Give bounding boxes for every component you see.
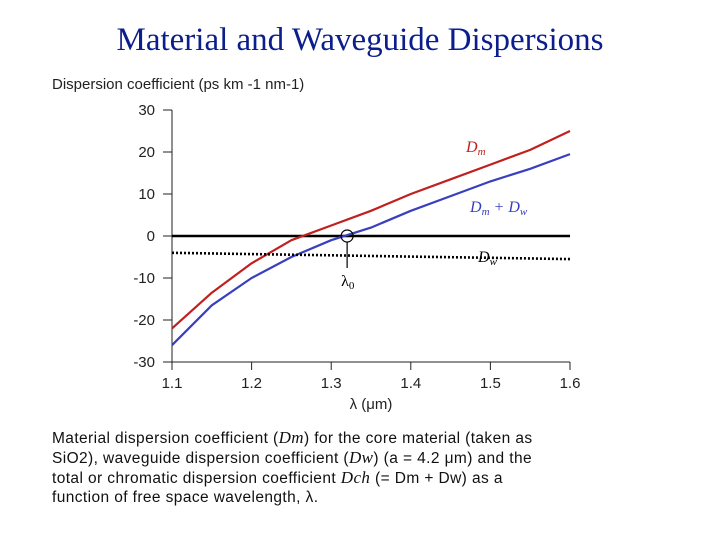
y-tick-label: 20 bbox=[138, 144, 155, 161]
caption-line-4: function of free space wavelength, λ. bbox=[52, 489, 319, 506]
x-tick-label: 1.4 bbox=[400, 375, 421, 392]
y-tick-label: 10 bbox=[138, 186, 155, 203]
series-label-dm: Dm bbox=[465, 139, 486, 158]
caption-line-2: SiO2), waveguide dispersion coefficient … bbox=[52, 448, 532, 467]
series-label-dw: Dw bbox=[477, 249, 498, 268]
x-tick-label: 1.6 bbox=[560, 375, 581, 392]
lambda0-label: λ0 bbox=[341, 273, 355, 292]
x-tick-label: 1.5 bbox=[480, 375, 501, 392]
x-tick-label: 1.2 bbox=[241, 375, 262, 392]
y-tick-label: -10 bbox=[133, 270, 155, 287]
x-tick-label: 1.3 bbox=[321, 375, 342, 392]
caption-line-3: total or chromatic dispersion coefficien… bbox=[52, 468, 503, 487]
x-tick-label: 1.1 bbox=[162, 375, 183, 392]
series-dm-plus-dw-line bbox=[171, 153, 571, 346]
y-axis-title: Dispersion coefficient (ps km -1 nm-1) bbox=[52, 76, 305, 93]
y-tick-label: -20 bbox=[133, 312, 155, 329]
y-tick-label: -30 bbox=[133, 354, 155, 371]
figure-caption: Material dispersion coefficient (Dm) for… bbox=[52, 428, 662, 507]
slide-title: Material and Waveguide Dispersions bbox=[116, 22, 604, 58]
dispersion-chart: 30 20 10 0 -10 -20 -30 1.1 1.2 1.3 1.4 1.5 1.6 λ (μm)… bbox=[133, 102, 581, 413]
y-tick-label: 30 bbox=[138, 102, 155, 119]
caption-line-1: Material dispersion coefficient (Dm) for… bbox=[52, 428, 533, 447]
x-axis-title: λ (μm) bbox=[350, 396, 393, 413]
series-dw-line bbox=[171, 251, 571, 261]
y-tick-label: 0 bbox=[147, 228, 155, 245]
series-label-dm-plus-dw: Dm + Dw bbox=[469, 199, 528, 218]
series-dm-line bbox=[171, 130, 571, 330]
